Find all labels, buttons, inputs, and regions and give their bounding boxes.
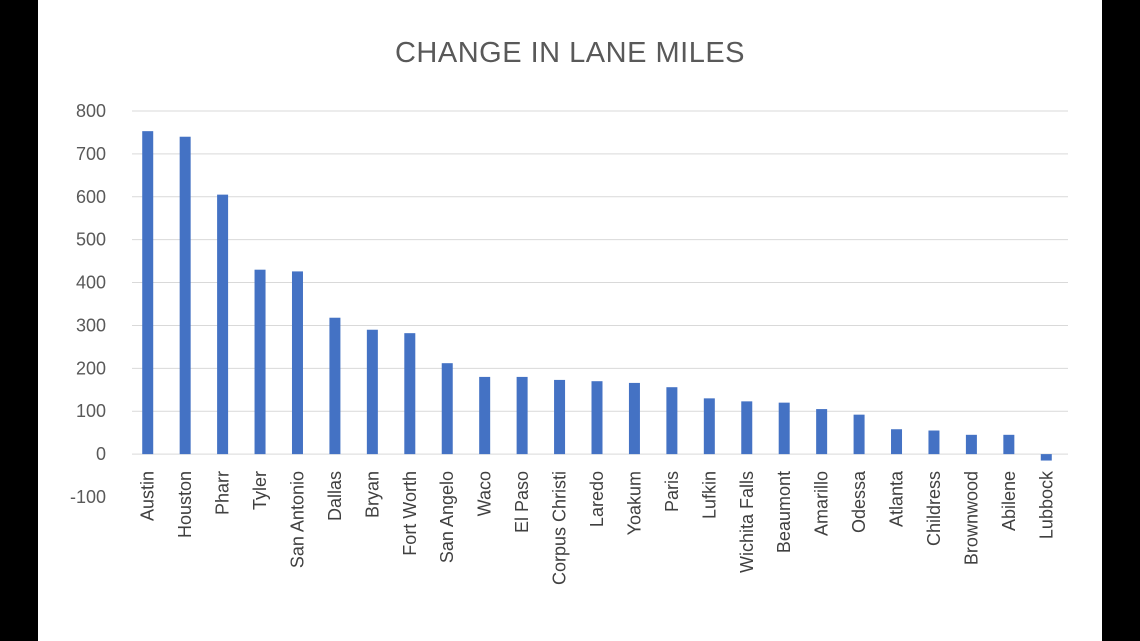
bar-yoakum [628, 382, 640, 455]
chart: CHANGE IN LANE MILES -100 0 100 200 300 400 50… [70, 37, 1068, 585]
bar-odessa [853, 414, 865, 455]
chart-frame: CHANGE IN LANE MILES -100 0 100 200 300 400 50… [38, 0, 1102, 641]
bar-houston [179, 136, 191, 455]
bar-childress [928, 430, 940, 455]
x-category-label: San Angelo [437, 471, 457, 563]
x-category-label: Abilene [999, 471, 1019, 531]
bar-waco [479, 376, 491, 455]
y-tick-label: 700 [76, 144, 106, 164]
x-category-label: Bryan [362, 471, 382, 518]
bar-atlanta [891, 429, 903, 455]
x-category-label: Childress [924, 471, 944, 546]
y-tick-label: 800 [76, 101, 106, 121]
bar-san-antonio [291, 271, 303, 455]
bar-corpus-christi [554, 379, 566, 455]
x-category-label: Fort Worth [400, 471, 420, 556]
y-tick-label: 400 [76, 273, 106, 293]
y-tick-label: 200 [76, 358, 106, 378]
bar-wichita-falls [741, 401, 753, 455]
x-category-label: Houston [175, 471, 195, 538]
x-category-label: Brownwood [961, 471, 981, 565]
y-tick-label: 0 [96, 444, 106, 464]
bars [142, 131, 1052, 461]
x-category-label: Amarillo [812, 471, 832, 536]
bar-paris [666, 387, 678, 455]
y-tick-label: -100 [70, 487, 106, 507]
x-category-label: Paris [662, 471, 682, 512]
x-category-label: Lubbock [1036, 470, 1056, 539]
chart-title: CHANGE IN LANE MILES [395, 37, 745, 69]
x-category-label: Laredo [587, 471, 607, 527]
x-axis-category-labels: Austin Houston Pharr Tyler San Antonio Dallas… [138, 470, 1057, 585]
bar-laredo [591, 381, 603, 455]
bar-brownwood [965, 434, 977, 455]
y-tick-label: 500 [76, 230, 106, 250]
y-tick-label: 100 [76, 401, 106, 421]
bar-tyler [254, 269, 266, 455]
bar-pharr [217, 194, 229, 455]
y-tick-label: 600 [76, 187, 106, 207]
bar-lufkin [703, 398, 715, 455]
x-category-label: Tyler [250, 471, 270, 510]
bar-bryan [366, 329, 378, 455]
x-category-label: Odessa [849, 470, 869, 533]
x-category-label: Yoakum [624, 471, 644, 535]
x-category-label: Austin [138, 471, 158, 521]
x-category-label: El Paso [512, 471, 532, 533]
bar-amarillo [816, 409, 828, 455]
y-tick-label: 300 [76, 315, 106, 335]
bar-san-angelo [441, 363, 453, 455]
bar-austin [142, 131, 154, 455]
bar-lubbock [1040, 454, 1052, 461]
x-category-label: Pharr [213, 471, 233, 515]
x-category-label: Atlanta [887, 470, 907, 527]
x-category-label: San Antonio [287, 471, 307, 568]
bar-dallas [329, 317, 341, 455]
bar-beaumont [778, 402, 790, 455]
bar-abilene [1003, 434, 1015, 455]
x-category-label: Dallas [325, 471, 345, 521]
x-category-label: Beaumont [774, 471, 794, 553]
x-category-label: Corpus Christi [550, 471, 570, 585]
bar-el-paso [516, 376, 528, 455]
bar-fort-worth [404, 333, 416, 455]
x-category-label: Wichita Falls [737, 471, 757, 573]
x-category-label: Lufkin [699, 471, 719, 519]
x-category-label: Waco [475, 471, 495, 516]
y-axis-tick-labels: -100 0 100 200 300 400 500 600 700 800 [70, 101, 106, 507]
